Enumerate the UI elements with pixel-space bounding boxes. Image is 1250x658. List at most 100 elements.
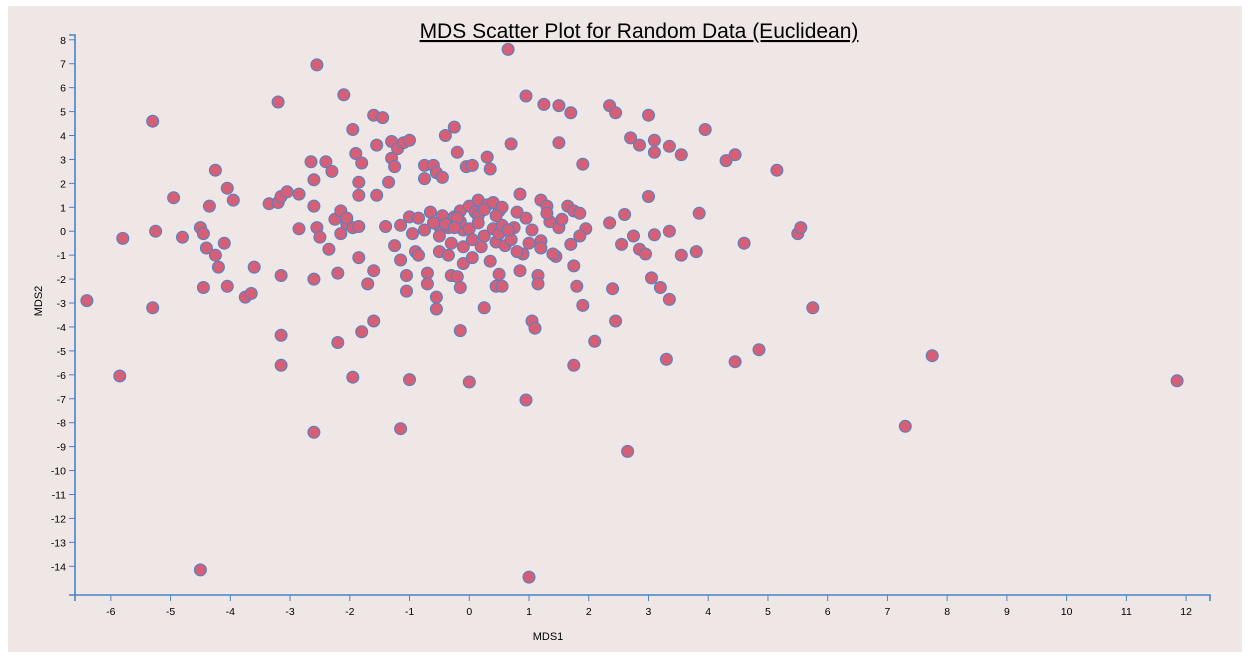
data-point[interactable] [689, 245, 703, 259]
data-point[interactable] [196, 227, 210, 241]
data-point[interactable] [146, 301, 160, 315]
data-point[interactable] [674, 148, 688, 162]
data-point[interactable] [217, 236, 231, 250]
data-point[interactable] [292, 222, 306, 236]
data-point[interactable] [346, 123, 360, 136]
data-point[interactable] [352, 251, 366, 265]
data-point[interactable] [647, 228, 661, 242]
data-point[interactable] [80, 294, 94, 308]
data-point[interactable] [522, 570, 536, 584]
data-point[interactable] [418, 172, 431, 186]
data-point[interactable] [274, 358, 288, 372]
data-point[interactable] [534, 241, 548, 255]
data-point[interactable] [426, 216, 440, 230]
data-point[interactable] [618, 208, 632, 221]
data-point[interactable] [420, 277, 434, 291]
data-point[interactable] [376, 111, 390, 125]
data-point[interactable] [355, 156, 369, 170]
data-point[interactable] [794, 221, 808, 235]
data-point[interactable] [465, 251, 479, 265]
data-point[interactable] [662, 292, 676, 306]
data-point[interactable] [642, 190, 655, 203]
data-point[interactable] [388, 160, 402, 174]
data-point[interactable] [489, 209, 503, 223]
data-point[interactable] [519, 393, 533, 407]
data-point[interactable] [367, 314, 381, 328]
data-point[interactable] [331, 336, 345, 349]
data-point[interactable] [441, 248, 455, 262]
data-point[interactable] [355, 325, 369, 339]
data-point[interactable] [546, 247, 560, 261]
data-point[interactable] [382, 175, 396, 189]
data-point[interactable] [274, 269, 288, 282]
data-point[interactable] [456, 240, 470, 254]
data-point[interactable] [462, 375, 476, 389]
data-point[interactable] [552, 136, 566, 150]
data-point[interactable] [319, 155, 333, 169]
data-point[interactable] [429, 302, 443, 316]
data-point[interactable] [606, 282, 620, 296]
data-point[interactable] [307, 173, 321, 187]
data-point[interactable] [418, 223, 431, 237]
data-point[interactable] [420, 266, 434, 280]
data-point[interactable] [537, 97, 551, 111]
data-point[interactable] [149, 224, 163, 238]
data-point[interactable] [167, 191, 181, 205]
data-point[interactable] [898, 419, 912, 433]
data-point[interactable] [340, 211, 354, 225]
data-point[interactable] [271, 95, 285, 109]
data-point[interactable] [388, 239, 402, 253]
data-point[interactable] [274, 328, 288, 342]
data-point[interactable] [310, 58, 324, 72]
data-point[interactable] [477, 301, 491, 315]
data-point[interactable] [334, 227, 348, 241]
data-point[interactable] [367, 264, 381, 278]
data-point[interactable] [510, 245, 524, 259]
data-point[interactable] [645, 271, 658, 285]
data-point[interactable] [522, 236, 536, 250]
data-point[interactable] [627, 229, 640, 243]
data-point[interactable] [435, 170, 449, 184]
data-point[interactable] [692, 206, 706, 220]
data-point[interactable] [196, 281, 210, 294]
data-point[interactable] [432, 229, 446, 243]
data-point[interactable] [806, 301, 820, 315]
data-point[interactable] [116, 231, 130, 245]
data-point[interactable] [447, 221, 461, 235]
data-point[interactable] [647, 133, 661, 147]
data-point[interactable] [322, 242, 336, 256]
data-point[interactable] [370, 188, 384, 202]
data-point[interactable] [519, 211, 533, 225]
data-point[interactable] [483, 254, 497, 268]
data-point[interactable] [146, 114, 160, 128]
data-point[interactable] [113, 369, 127, 383]
data-point[interactable] [752, 343, 766, 357]
data-point[interactable] [662, 139, 676, 153]
data-point[interactable] [642, 108, 655, 122]
data-point[interactable] [576, 298, 590, 312]
data-point[interactable] [337, 88, 351, 102]
data-point[interactable] [412, 248, 425, 262]
data-point[interactable] [352, 188, 366, 202]
data-point[interactable] [609, 106, 623, 120]
data-point[interactable] [624, 131, 638, 145]
data-point[interactable] [674, 248, 688, 262]
data-point[interactable] [570, 279, 584, 293]
data-point[interactable] [573, 229, 587, 243]
data-point[interactable] [307, 272, 321, 286]
data-point[interactable] [220, 181, 234, 195]
data-point[interactable] [450, 145, 464, 159]
data-point[interactable] [477, 203, 491, 217]
data-point[interactable] [513, 264, 527, 278]
data-point[interactable] [492, 267, 506, 281]
data-point[interactable] [361, 277, 375, 291]
data-point[interactable] [603, 216, 617, 230]
data-point[interactable] [647, 145, 661, 159]
data-point[interactable] [465, 233, 479, 247]
data-point[interactable] [444, 236, 458, 250]
data-point[interactable] [412, 211, 425, 225]
data-point[interactable] [555, 212, 569, 226]
data-point[interactable] [226, 193, 240, 207]
data-point[interactable] [403, 373, 416, 387]
data-point[interactable] [504, 137, 518, 151]
